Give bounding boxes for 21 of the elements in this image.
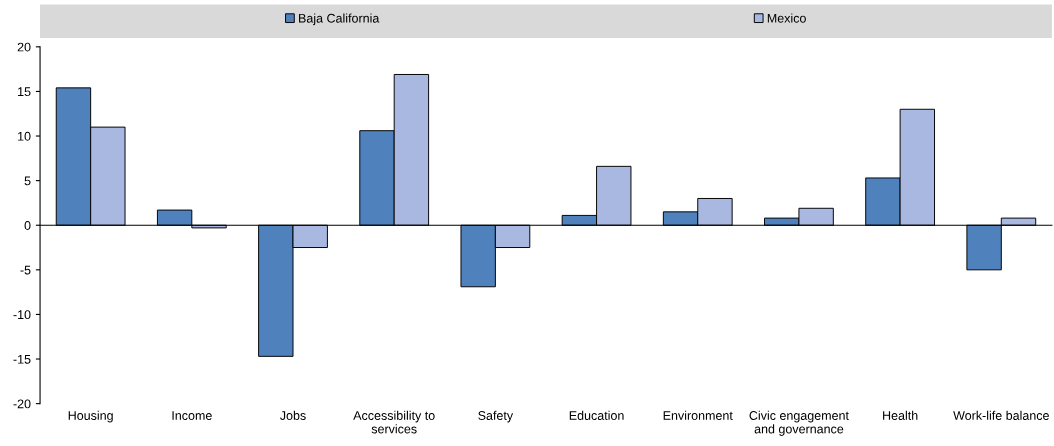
legend-label: Mexico	[767, 13, 806, 23]
legend-label: Baja California	[299, 13, 380, 26]
x-tick-label: Accessibility to services	[353, 410, 435, 434]
x-tick-label: Education	[569, 410, 624, 420]
y-tick-label: -10	[13, 310, 31, 320]
y-tick-label: 20	[17, 42, 31, 52]
x-tick-label: Work-life balance	[953, 410, 1049, 420]
y-tick-label: -15	[13, 354, 31, 364]
x-tick-label: Environment	[663, 410, 733, 420]
y-tick-label: 5	[24, 176, 31, 186]
x-tick-label: Civic engagement and governance	[749, 410, 849, 436]
y-tick-label: 0	[24, 221, 31, 230]
y-tick-label: 10	[18, 131, 31, 141]
x-tick-label: Jobs	[280, 410, 306, 420]
y-tick-label: -20	[13, 399, 31, 409]
y-tick-label: 15	[18, 87, 31, 97]
x-tick-label: Safety	[478, 410, 514, 423]
y-tick-label: -5	[20, 265, 31, 275]
x-tick-label: Income	[172, 411, 212, 420]
x-tick-label: Housing	[68, 410, 113, 423]
x-tick-label: Health	[883, 410, 918, 420]
